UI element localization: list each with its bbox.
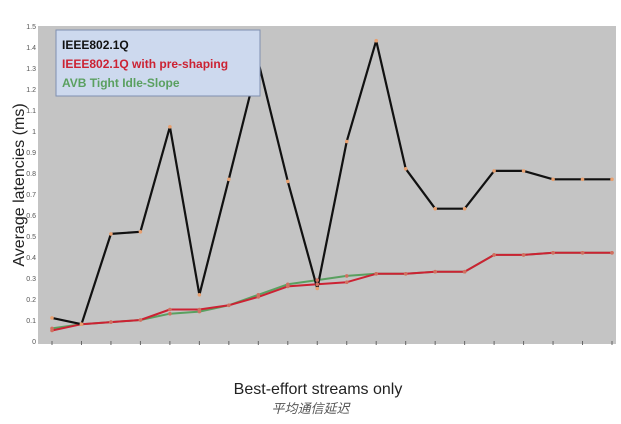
y-tick-label: 0.9 [26, 150, 36, 157]
y-tick-label: 0.7 [26, 192, 36, 199]
data-point [285, 284, 290, 289]
data-point [580, 177, 585, 182]
data-point [315, 286, 320, 291]
data-point [492, 169, 496, 173]
y-tick-label: 1.4 [26, 45, 36, 52]
data-point [344, 274, 349, 278]
legend-entry-ieee8021q-pre-shaping: IEEE802.1Q with pre-shaping [62, 57, 228, 71]
data-point [610, 251, 614, 255]
data-point [79, 322, 84, 327]
data-point [109, 320, 113, 324]
data-point [168, 125, 172, 129]
data-point [374, 272, 379, 276]
data-point [168, 307, 172, 312]
legend-entry-avb-tight-idle-slope: AVB Tight Idle-Slope [62, 76, 180, 90]
data-point [138, 230, 143, 234]
data-point [315, 278, 320, 282]
y-tick-label: 1.1 [26, 108, 36, 115]
series-line-1 [51, 251, 612, 332]
y-tick-label: 1.3 [26, 66, 36, 73]
legend: IEEE802.1Q IEEE802.1Q with pre-shaping A… [55, 29, 261, 97]
y-tick-label: 0.8 [26, 171, 36, 178]
data-point [610, 177, 614, 182]
y-axis-label: Average latencies (ms) [11, 103, 28, 266]
data-point [197, 293, 202, 297]
y-tick-label: 0.6 [26, 213, 36, 220]
y-tick-label: 0.4 [26, 255, 36, 262]
y-tick-label: 0.5 [26, 234, 36, 241]
series-line-0 [51, 39, 612, 326]
data-point [462, 269, 467, 274]
data-point [403, 167, 408, 171]
data-point [580, 251, 585, 255]
data-point [521, 169, 526, 173]
data-point [109, 232, 113, 236]
data-point [492, 253, 496, 257]
data-point [138, 318, 143, 322]
legend-box [55, 29, 261, 97]
data-point [227, 303, 231, 308]
data-point [256, 295, 261, 299]
legend-entry-ieee8021q: IEEE802.1Q [62, 38, 129, 52]
data-point [462, 206, 467, 211]
data-point [50, 328, 54, 333]
data-point [285, 179, 290, 184]
data-point [433, 269, 437, 274]
data-point [197, 307, 202, 312]
data-point [551, 177, 555, 182]
data-point [344, 139, 349, 144]
data-point [168, 311, 172, 316]
y-tick-label: 0 [32, 339, 36, 346]
figure-caption: 平均通信延迟 [271, 402, 350, 417]
data-point [433, 206, 437, 211]
data-point [374, 38, 379, 43]
data-point [227, 177, 231, 182]
y-tick-label: 0.3 [26, 276, 36, 283]
y-tick-label: 1.5 [26, 24, 36, 31]
latency-line-chart: 0 0.1 0.2 0.3 0.4 0.5 0.6 0.7 0.8 0.9 1 1.1 1.2 1.3 1.… [11, 24, 616, 398]
y-tick-label: 0.1 [26, 318, 36, 325]
y-tick-label: 1.2 [26, 87, 36, 94]
data-point [344, 280, 349, 285]
data-point [50, 316, 54, 320]
data-point [315, 282, 320, 287]
x-axis-label: Best-effort streams only [234, 381, 403, 398]
data-point [521, 253, 526, 257]
y-tick-label: 0.2 [26, 297, 36, 304]
data-point [403, 272, 408, 276]
data-point [551, 251, 555, 255]
y-tick-label: 1 [32, 129, 36, 136]
